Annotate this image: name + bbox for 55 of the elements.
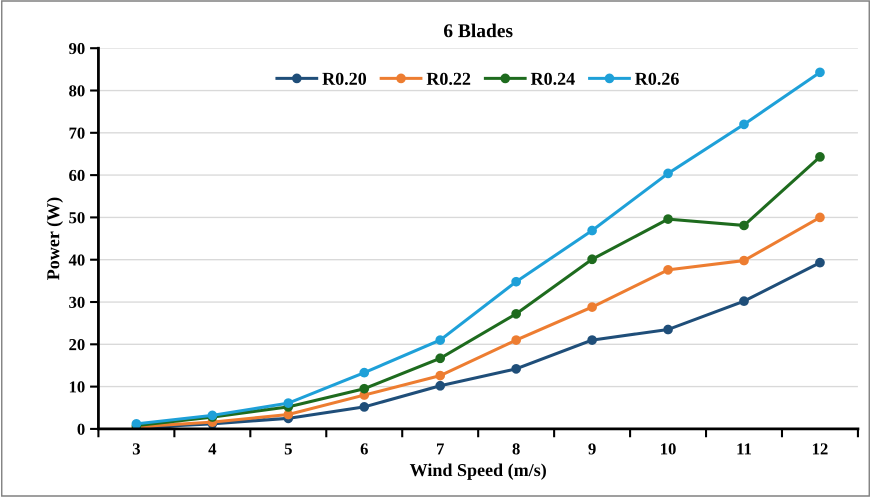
y-tick-label: 20 bbox=[69, 339, 85, 350]
x-tick-label: 9 bbox=[588, 443, 596, 455]
y-tick-label: 50 bbox=[69, 212, 85, 224]
point bbox=[511, 308, 522, 319]
x-tick-label: 6 bbox=[360, 443, 368, 455]
legend-label: R0.26 bbox=[635, 72, 679, 85]
chart-title: 6 Blades bbox=[444, 24, 513, 38]
x-tick-label: 8 bbox=[512, 443, 520, 455]
legend-label: R0.24 bbox=[530, 72, 575, 85]
point bbox=[587, 302, 597, 312]
point bbox=[435, 380, 446, 391]
point bbox=[739, 256, 749, 266]
point bbox=[739, 119, 749, 130]
point bbox=[739, 220, 749, 230]
point bbox=[815, 152, 825, 162]
legend-label: R0.20 bbox=[322, 72, 366, 85]
x-tick-label: 12 bbox=[812, 443, 828, 454]
point bbox=[435, 353, 446, 364]
y-tick-label: 40 bbox=[68, 254, 85, 266]
point bbox=[511, 364, 522, 374]
y-axis-title: Power (W) bbox=[46, 198, 64, 280]
point bbox=[435, 335, 446, 345]
legend-label: R0.22 bbox=[426, 72, 470, 85]
point bbox=[359, 384, 370, 394]
y-tick-label: 0 bbox=[78, 424, 85, 435]
point bbox=[739, 296, 749, 306]
point bbox=[359, 368, 370, 378]
y-tick-label: 70 bbox=[70, 128, 85, 139]
x-tick-label: 3 bbox=[132, 443, 140, 455]
point bbox=[663, 214, 673, 224]
point bbox=[815, 212, 825, 222]
point bbox=[815, 67, 825, 78]
point bbox=[663, 265, 673, 275]
point bbox=[663, 324, 673, 334]
point bbox=[359, 402, 370, 412]
point bbox=[511, 276, 522, 287]
y-tick-label: 10 bbox=[70, 381, 85, 393]
point bbox=[815, 258, 825, 268]
x-tick-label: 7 bbox=[436, 443, 444, 454]
point bbox=[587, 226, 597, 236]
point bbox=[663, 168, 673, 178]
point bbox=[587, 254, 597, 264]
x-tick-label: 4 bbox=[208, 443, 216, 454]
point bbox=[435, 370, 446, 380]
point bbox=[283, 398, 294, 408]
point bbox=[511, 335, 522, 345]
x-tick-label: 11 bbox=[737, 443, 752, 454]
x-axis-title: Wind Speed (m/s) bbox=[410, 463, 546, 480]
y-tick-label: 80 bbox=[69, 85, 85, 96]
x-tick-label: 5 bbox=[284, 443, 292, 455]
x-tick-label: 10 bbox=[661, 443, 676, 455]
y-tick-label: 30 bbox=[69, 296, 85, 308]
y-tick-label: 90 bbox=[69, 42, 85, 54]
point bbox=[587, 335, 597, 345]
y-tick-label: 60 bbox=[69, 170, 85, 182]
